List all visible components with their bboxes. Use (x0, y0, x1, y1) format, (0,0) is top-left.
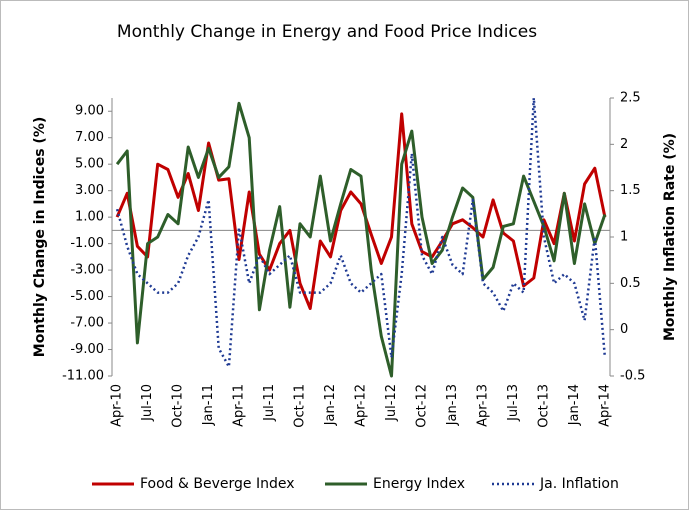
y2-tick-label: 1.5 (620, 183, 641, 198)
y2-tick-label: -0.5 (620, 369, 645, 384)
x-tick-label: Oct-11 (293, 384, 308, 428)
x-tick-label: Apr-13 (475, 384, 490, 427)
legend-label: Ja. Inflation (539, 476, 619, 492)
x-tick-label: Oct-12 (414, 384, 429, 428)
x-tick-label: Oct-13 (536, 384, 551, 428)
x-tick-label: Apr-11 (232, 384, 247, 427)
chart-title: Monthly Change in Energy and Food Price … (117, 22, 537, 42)
series-line (115, 96, 607, 368)
y-tick-label: 5.00 (75, 157, 104, 172)
y-tick-label: -9.00 (70, 342, 104, 357)
x-tick-label: Jan-12 (323, 384, 338, 426)
x-tick-label: Oct-10 (171, 384, 186, 428)
legend-label: Food & Beverge Index (140, 476, 295, 492)
legend-label: Energy Index (373, 476, 465, 492)
y2-tick-label: 2 (620, 137, 628, 152)
x-tick-label: Jul-13 (506, 384, 521, 422)
x-tick-label: Apr-10 (110, 384, 125, 427)
series-line (115, 112, 607, 310)
y2-tick-label: 0.5 (620, 276, 641, 291)
x-tick-label: Jan-13 (445, 384, 460, 426)
x-tick-label: Jan-11 (201, 384, 216, 426)
x-tick-label: Apr-14 (597, 384, 612, 427)
y2-axis-label: Monthly Inflation Rate (%) (662, 133, 678, 341)
y-tick-label: -5.00 (70, 289, 104, 304)
x-tick-label: Jul-11 (262, 384, 277, 422)
x-tick-label: Apr-12 (354, 384, 369, 427)
y-tick-label: -11.00 (62, 369, 104, 384)
y-tick-label: -7.00 (70, 316, 104, 331)
x-tick-label: Jul-10 (140, 384, 155, 422)
y-tick-label: 1.00 (75, 210, 104, 225)
y2-tick-label: 0 (620, 322, 628, 337)
y-tick-label: 3.00 (75, 183, 104, 198)
y-axis-label: Monthly Change in Indices (%) (32, 117, 48, 357)
y-tick-label: 9.00 (75, 104, 104, 119)
x-tick-label: Jan-14 (567, 384, 582, 426)
y-tick-label: -3.00 (70, 263, 104, 278)
y-tick-label: 7.00 (75, 130, 104, 145)
x-tick-label: Jul-12 (384, 384, 399, 422)
y2-tick-label: 2.5 (620, 91, 641, 106)
y-tick-label: -1.00 (70, 236, 104, 251)
series-line (115, 101, 607, 378)
y2-tick-label: 1 (620, 230, 628, 245)
